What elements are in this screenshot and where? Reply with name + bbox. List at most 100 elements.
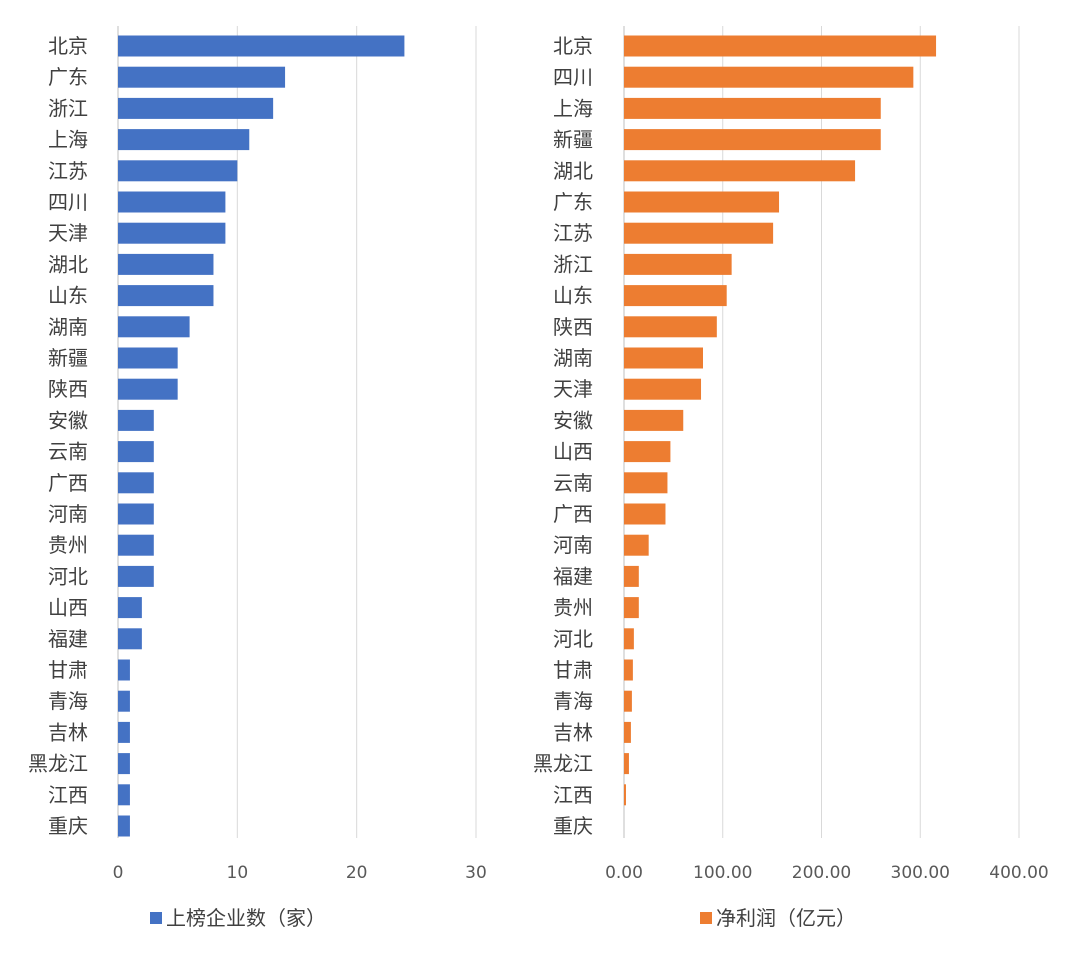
bar xyxy=(118,815,130,837)
category-label: 湖北 xyxy=(553,159,593,183)
bar xyxy=(624,659,633,681)
category-label: 湖北 xyxy=(48,252,88,276)
category-label: 云南 xyxy=(553,471,593,495)
category-label: 河南 xyxy=(553,533,593,557)
bar xyxy=(118,191,226,213)
category-label: 江苏 xyxy=(48,159,88,183)
category-label: 甘肃 xyxy=(48,658,88,682)
legend-swatch xyxy=(150,912,162,924)
category-label: 上海 xyxy=(48,128,88,152)
bar xyxy=(624,160,856,182)
category-label: 陕西 xyxy=(48,377,88,401)
bar xyxy=(624,253,732,275)
category-label: 陕西 xyxy=(553,315,593,339)
tick-label: 30 xyxy=(465,863,487,883)
tick-label: 300.00 xyxy=(891,863,950,883)
tick-label: 400.00 xyxy=(989,863,1048,883)
bar xyxy=(118,628,142,650)
bar xyxy=(118,690,130,712)
tick-label: 100.00 xyxy=(693,863,752,883)
legend-swatch xyxy=(700,912,712,924)
bar xyxy=(118,160,238,182)
tick-label: 10 xyxy=(227,863,249,883)
category-label: 浙江 xyxy=(48,96,88,120)
bar xyxy=(624,441,671,463)
left-bar-chart: 北京广东浙江上海江苏四川天津湖北山东湖南新疆陕西安徽云南广西河南贵州河北山西福建… xyxy=(28,26,487,930)
category-label: 吉林 xyxy=(553,720,593,744)
bar xyxy=(624,753,629,775)
bar xyxy=(118,784,130,806)
bar xyxy=(624,409,684,431)
category-label: 新疆 xyxy=(553,128,593,152)
category-label: 江西 xyxy=(48,783,88,807)
category-label: 四川 xyxy=(48,190,88,214)
category-label: 上海 xyxy=(553,96,593,120)
bar xyxy=(624,690,632,712)
bar xyxy=(118,597,142,619)
category-label: 江西 xyxy=(553,783,593,807)
bar xyxy=(624,721,631,743)
category-label: 北京 xyxy=(553,34,593,58)
bar xyxy=(118,253,214,275)
tick-label: 200.00 xyxy=(792,863,851,883)
bar xyxy=(624,597,639,619)
category-label: 黑龙江 xyxy=(533,752,593,776)
category-label: 青海 xyxy=(553,689,593,713)
category-label: 河北 xyxy=(48,564,88,588)
bar xyxy=(118,66,286,88)
bar xyxy=(624,503,666,525)
category-label: 湖南 xyxy=(48,315,88,339)
category-label: 天津 xyxy=(553,377,593,401)
bar xyxy=(624,191,780,213)
category-label: 贵州 xyxy=(48,533,88,557)
category-label: 新疆 xyxy=(48,346,88,370)
bar xyxy=(624,565,639,587)
category-label: 广东 xyxy=(553,190,593,214)
category-label: 福建 xyxy=(553,564,593,588)
bar xyxy=(624,66,914,88)
category-label: 山西 xyxy=(553,440,593,464)
tick-label: 20 xyxy=(346,863,368,883)
bar xyxy=(118,659,130,681)
category-label: 安徽 xyxy=(553,408,593,432)
category-label: 江苏 xyxy=(553,221,593,245)
category-label: 天津 xyxy=(48,221,88,245)
category-label: 福建 xyxy=(48,627,88,651)
bar xyxy=(118,753,130,775)
bar xyxy=(118,347,178,369)
bar xyxy=(118,97,274,119)
bar xyxy=(118,35,405,57)
category-label: 重庆 xyxy=(48,814,88,838)
bar xyxy=(624,628,634,650)
bar xyxy=(624,472,668,494)
bar xyxy=(624,316,717,338)
bar xyxy=(118,129,250,151)
category-label: 四川 xyxy=(553,65,593,89)
category-label: 山东 xyxy=(553,284,593,308)
category-label: 重庆 xyxy=(553,814,593,838)
category-label: 云南 xyxy=(48,440,88,464)
bar xyxy=(624,347,703,369)
bar xyxy=(624,285,727,307)
category-label: 浙江 xyxy=(553,252,593,276)
bar xyxy=(118,503,154,525)
category-label: 北京 xyxy=(48,34,88,58)
bar xyxy=(118,222,226,244)
category-label: 甘肃 xyxy=(553,658,593,682)
legend-label: 上榜企业数（家） xyxy=(166,906,326,930)
category-label: 广西 xyxy=(553,502,593,526)
bar xyxy=(118,316,190,338)
category-label: 广东 xyxy=(48,65,88,89)
bar xyxy=(624,97,881,119)
legend-label: 净利润（亿元） xyxy=(716,906,856,930)
bar xyxy=(118,285,214,307)
category-label: 山西 xyxy=(48,596,88,620)
category-label: 吉林 xyxy=(48,720,88,744)
category-label: 黑龙江 xyxy=(28,752,88,776)
bar xyxy=(118,534,154,556)
category-label: 贵州 xyxy=(553,596,593,620)
category-label: 河北 xyxy=(553,627,593,651)
category-label: 山东 xyxy=(48,284,88,308)
bar xyxy=(118,378,178,400)
